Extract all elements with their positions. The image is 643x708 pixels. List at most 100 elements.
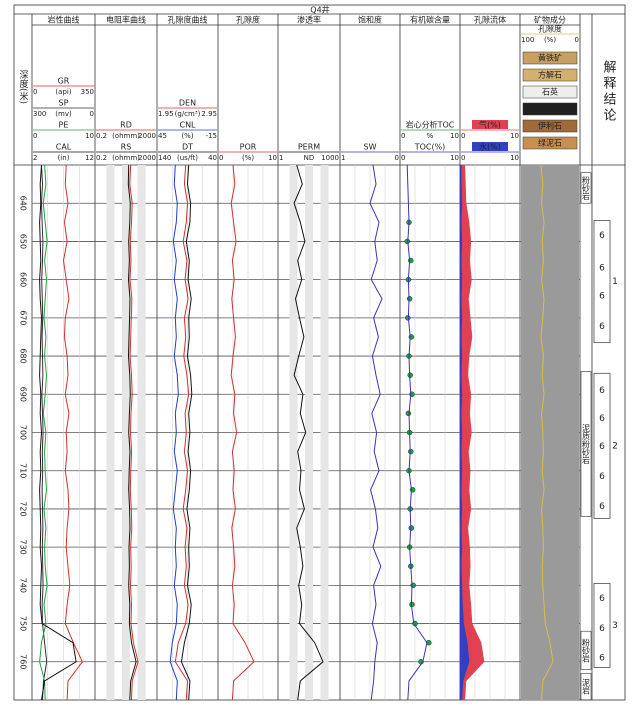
scale-right: 350 xyxy=(81,88,94,96)
lithology-label: 粉砂岩 xyxy=(582,637,591,663)
scale-left: 1.95 xyxy=(158,110,174,118)
legend-label: 石英 xyxy=(542,87,558,97)
result-mark: 6 xyxy=(599,264,605,274)
mineral-background xyxy=(521,165,579,700)
depth-tick-label: 700 xyxy=(19,425,28,440)
zone-box xyxy=(593,220,611,344)
curve-name: CNL xyxy=(179,121,196,130)
legend-swatch xyxy=(522,136,578,150)
result-mark: 6 xyxy=(599,442,605,452)
log-band xyxy=(122,165,130,700)
result-mark: 6 xyxy=(599,414,605,424)
curve-name: PE xyxy=(59,121,69,130)
zone-label: 2 xyxy=(612,441,618,451)
scale-right: 2.95 xyxy=(201,110,217,118)
log-band xyxy=(289,165,298,700)
track-title: 矿物成分 xyxy=(534,15,566,25)
scale-left: 0.2 xyxy=(96,132,107,140)
curve xyxy=(180,164,193,701)
curve xyxy=(129,164,139,701)
scale-left: 2 xyxy=(33,154,37,162)
depth-tick-label: 760 xyxy=(19,654,28,669)
scale-unit: (ohmm) xyxy=(112,154,140,162)
frame xyxy=(13,4,626,701)
scale-unit: (in) xyxy=(58,154,70,162)
scale-right: 2000 xyxy=(138,154,156,162)
track-title: 孔隙流体 xyxy=(474,15,506,25)
scale-left: 45 xyxy=(158,132,167,140)
scale-right: 10 xyxy=(450,132,459,140)
depth-tick-label: 710 xyxy=(19,463,28,478)
depth-label: 深度(米) xyxy=(18,70,29,104)
curve xyxy=(293,164,324,701)
scale-right: 40 xyxy=(208,154,217,162)
lithology-box xyxy=(580,371,592,517)
result-mark: 6 xyxy=(599,386,605,396)
track-title: 电阻率曲线 xyxy=(106,15,146,25)
core-point xyxy=(408,448,414,455)
scale-right: 0 xyxy=(395,154,399,162)
curve-name: 岩心分析TOC xyxy=(406,120,455,130)
curve xyxy=(62,164,83,701)
curve xyxy=(230,164,255,701)
zone-label: 3 xyxy=(612,621,618,631)
curve-name: DT xyxy=(182,143,193,152)
scale-unit: (mv) xyxy=(55,110,72,118)
scale-left: 0 xyxy=(401,154,405,162)
result-mark: 6 xyxy=(599,624,605,634)
log-band xyxy=(320,165,329,700)
lithology-box xyxy=(580,172,592,204)
legend-swatch xyxy=(522,68,578,82)
curve-header-box xyxy=(472,120,508,129)
legend-swatch xyxy=(522,85,578,99)
legend-label: 绿泥石 xyxy=(538,139,562,148)
fluid-fill xyxy=(459,164,485,701)
scale-unit: (%) xyxy=(181,132,193,140)
curve-name: RD xyxy=(120,121,132,130)
result-mark: 6 xyxy=(599,322,605,332)
result-mark: 6 xyxy=(599,653,605,663)
scale-right: 0 xyxy=(575,36,579,44)
scale-left: 0 xyxy=(401,132,405,140)
scale-left: 0 xyxy=(461,132,465,140)
curve xyxy=(39,164,48,701)
depth-tick-label: 730 xyxy=(19,540,28,555)
core-point xyxy=(405,315,411,321)
scale-left: 1 xyxy=(341,154,345,162)
curve-header-box xyxy=(472,142,508,151)
curve-name: POR xyxy=(240,143,257,152)
curve xyxy=(169,164,179,701)
scale-left: 140 xyxy=(158,154,171,162)
depth-tick-label: 720 xyxy=(18,501,27,516)
scale-left: 0 xyxy=(219,154,223,162)
curve-name: PERM xyxy=(298,143,320,152)
title: Q4井 xyxy=(310,5,329,15)
depth-tick-label: 640 xyxy=(19,196,28,211)
legend-label: 方解石 xyxy=(538,70,562,80)
curve-name: 水(%) xyxy=(479,142,501,152)
core-point xyxy=(406,296,413,302)
result-mark: 6 xyxy=(599,231,605,241)
track-title: 孔隙度曲线 xyxy=(168,15,208,25)
scale-right: -15 xyxy=(206,132,217,140)
track-title: 饱和度 xyxy=(358,15,382,25)
core-point xyxy=(405,410,412,417)
zone-label: 1 xyxy=(612,277,618,287)
scale-unit: ND xyxy=(304,154,315,162)
curve xyxy=(174,164,190,701)
lithology-label: 泥质粉砂岩 xyxy=(582,424,591,465)
scale-left: 0.2 xyxy=(96,154,107,162)
depth-tick-label: 670 xyxy=(19,310,28,325)
scale-right: 1000 xyxy=(321,154,339,162)
curve xyxy=(406,164,428,701)
fluid-fill xyxy=(459,164,470,701)
depth-tick-label: 660 xyxy=(19,272,28,287)
curve-name: CAL xyxy=(56,143,72,152)
zone-box xyxy=(593,372,611,519)
depth-tick-label: 750 xyxy=(19,616,28,631)
scale-unit: % xyxy=(427,132,434,140)
scale-unit: (api) xyxy=(55,88,71,96)
scale-right: 10 xyxy=(450,154,459,162)
scale-unit: (%) xyxy=(242,154,254,162)
